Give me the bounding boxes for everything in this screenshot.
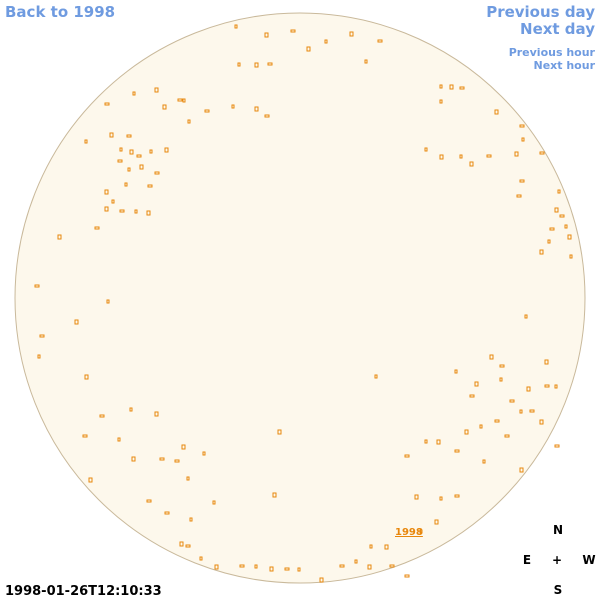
compass-west: W — [582, 553, 595, 567]
solar-disk — [14, 12, 586, 584]
year-link[interactable]: 1998 — [395, 527, 423, 538]
compass-north: N — [553, 523, 563, 537]
previous-day-link[interactable]: Previous day — [486, 3, 595, 21]
compass-east: E — [523, 553, 531, 567]
timestamp: 1998-01-26T12:10:33 — [5, 584, 162, 599]
previous-hour-link[interactable]: Previous hour — [509, 46, 596, 59]
compass-center: + — [552, 553, 562, 567]
back-to-year-link[interactable]: Back to 1998 — [5, 3, 115, 21]
active-region-contours — [34, 24, 573, 583]
next-day-link[interactable]: Next day — [520, 20, 595, 38]
next-hour-link[interactable]: Next hour — [534, 59, 596, 72]
compass-south: S — [554, 583, 563, 597]
